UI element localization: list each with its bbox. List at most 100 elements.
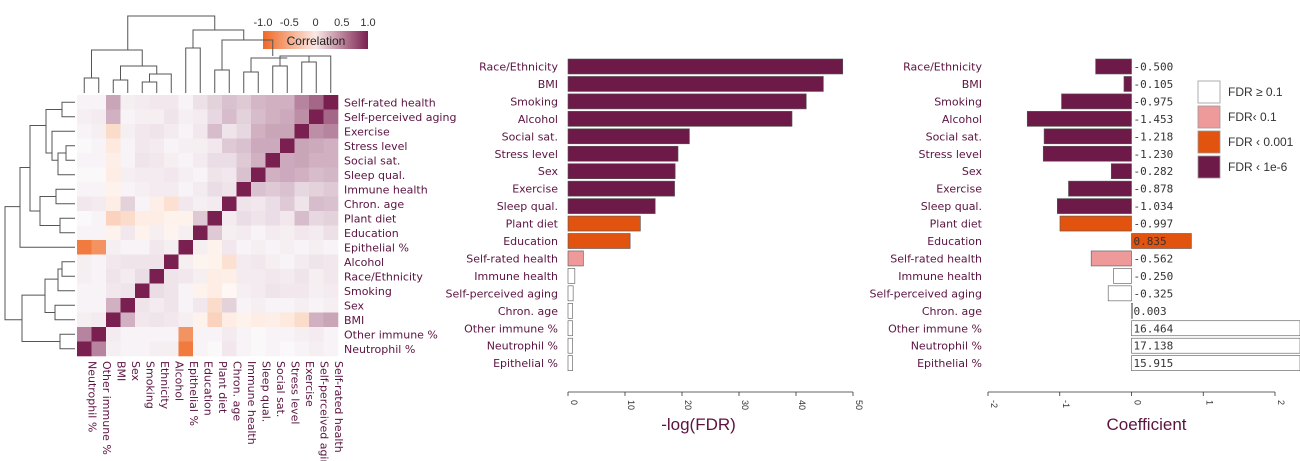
heatmap-cell <box>236 254 252 270</box>
heatmap-cell <box>193 196 208 212</box>
coef-value-label-stress-level: -1.230 <box>1134 148 1174 161</box>
heatmap-cell <box>207 254 223 270</box>
heatmap-cell <box>265 153 281 168</box>
heatmap-cell <box>120 211 136 226</box>
heatmap-cell <box>106 341 121 357</box>
heatmap-cell <box>265 269 281 284</box>
heatmap-cell <box>280 298 295 313</box>
fdr-bar-chart: Race/Ethnicity BMI Smoking Alcohol Social sa… <box>446 58 864 434</box>
heatmap-cell <box>120 327 136 342</box>
coef-bar-immune-health <box>1113 268 1132 284</box>
heatmap-cell <box>207 312 223 328</box>
dendrogram-branch <box>51 130 71 161</box>
heatmap-cell <box>207 283 223 299</box>
dendrogram-branch <box>29 124 46 212</box>
coef-x-tick-label: 0 <box>1133 400 1143 405</box>
heatmap-cell <box>149 312 165 328</box>
heatmap-row-label-chron-age: Chron. age <box>344 198 404 211</box>
legend-swatch-fdr-1e-6 <box>1197 155 1221 179</box>
heatmap-cell <box>251 95 266 110</box>
colorbar-tick-label: -1.0 <box>254 17 273 29</box>
coef-x-axis-title: Coefficient <box>1106 415 1186 434</box>
heatmap-cell <box>149 283 165 299</box>
heatmap-cell <box>236 153 252 168</box>
coef-value-label-plant-diet: -0.997 <box>1134 218 1174 231</box>
dendrogram-branch <box>243 71 259 89</box>
heatmap-cell <box>106 254 121 270</box>
heatmap-cell <box>91 327 107 342</box>
heatmap-cell <box>178 240 194 255</box>
heatmap-cell <box>106 109 121 125</box>
heatmap-col-label-education: Education <box>201 361 214 416</box>
heatmap-cell <box>280 95 295 110</box>
coef-value-label-bmi: -0.105 <box>1134 78 1174 91</box>
heatmap-cell <box>294 225 310 241</box>
heatmap-cell <box>120 312 136 328</box>
heatmap-cell <box>222 182 237 197</box>
heatmap-cell <box>251 341 266 357</box>
coef-bar-label-bmi: BMI <box>962 78 982 91</box>
coef-bar-label-alcohol: Alcohol <box>942 113 982 126</box>
heatmap-col-label-plant-diet: Plant diet <box>216 361 229 414</box>
coef-bar-chron-age <box>1131 302 1133 319</box>
heatmap-cell <box>251 327 266 342</box>
heatmap-cell <box>309 283 324 299</box>
coef-value-label-neutrophil: 17.138 <box>1134 340 1174 353</box>
heatmap-cell <box>193 124 208 139</box>
heatmap-cell <box>207 124 223 139</box>
fdr-bar-label-self-rated-health: Self-rated health <box>466 252 558 265</box>
heatmap-cell <box>207 211 223 226</box>
heatmap-cell <box>106 312 121 328</box>
heatmap-cell <box>323 269 339 284</box>
heatmap-cell <box>193 269 208 284</box>
heatmap-cell <box>280 153 295 168</box>
heatmap-cell <box>135 254 150 270</box>
heatmap-cell <box>120 167 136 183</box>
heatmap-cell <box>77 95 92 110</box>
heatmap-cell <box>265 254 281 270</box>
heatmap-cell <box>236 138 252 154</box>
heatmap-cell <box>207 298 223 313</box>
heatmap-cell <box>294 124 310 139</box>
heatmap-cell <box>164 124 179 139</box>
heatmap-cell <box>193 327 208 342</box>
heatmap-cell <box>222 341 237 357</box>
heatmap-cell <box>294 254 310 270</box>
heatmap-cell <box>77 182 92 197</box>
heatmap-cell <box>265 196 281 212</box>
heatmap-cell <box>135 269 150 284</box>
fdr-bar-label-sleep-qual: Sleep qual. <box>497 200 558 213</box>
heatmap-cell <box>280 138 295 154</box>
fdr-bar-race-ethnicity <box>567 58 844 75</box>
coef-value-label-self-perceived-aging: -0.325 <box>1134 287 1174 300</box>
legend-swatch-fdr-0-001 <box>1197 130 1221 154</box>
heatmap-cell <box>164 153 179 168</box>
dendrogram-branch <box>59 217 71 234</box>
heatmap-cell <box>149 327 165 342</box>
heatmap-cell <box>91 153 107 168</box>
heatmap-cell <box>120 153 136 168</box>
heatmap-cell <box>294 95 310 110</box>
dendrogram-branch <box>127 15 216 50</box>
heatmap-cell <box>294 341 310 357</box>
heatmap-cell <box>294 138 310 154</box>
heatmap-cell <box>222 95 237 110</box>
heatmap-cell <box>309 254 324 270</box>
fdr-bar-label-education: Education <box>503 235 558 248</box>
heatmap-cell <box>207 341 223 357</box>
heatmap-cell <box>120 298 136 313</box>
heatmap-cell <box>178 225 194 241</box>
heatmap-cell <box>106 138 121 154</box>
heatmap-cell <box>323 95 339 110</box>
heatmap-col-label-exercise: Exercise <box>303 361 316 407</box>
coef-bar-epithelial <box>1131 355 1300 371</box>
heatmap-cell <box>236 109 252 125</box>
heatmap-cell <box>323 153 339 168</box>
heatmap-cell <box>135 167 150 183</box>
heatmap-cell <box>207 240 223 255</box>
heatmap-cell <box>106 196 121 212</box>
heatmap-cell <box>222 254 237 270</box>
heatmap-cell <box>265 341 281 357</box>
coef-value-label-self-rated-health: -0.562 <box>1134 252 1174 265</box>
coef-bar-plant-diet <box>1059 215 1132 232</box>
